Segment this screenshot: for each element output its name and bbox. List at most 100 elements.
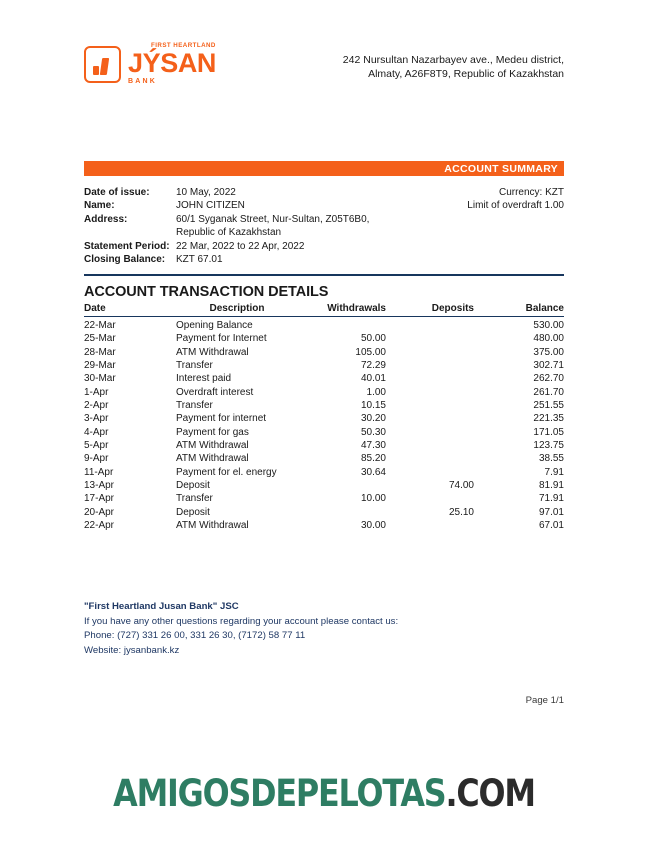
cell-deposits	[386, 466, 474, 479]
cell-description: Transfer	[176, 493, 213, 505]
table-row: 13-Apr Deposit 74.00 81.91	[84, 479, 564, 492]
column-header-balance: Balance	[474, 303, 564, 317]
cell-description: ATM Withdrawal	[176, 520, 249, 532]
cell-description: Payment for internet	[176, 413, 267, 425]
summary-field-closing-balance: Closing Balance: KZT 67.01	[84, 253, 414, 266]
cell-date: 28-Mar	[84, 346, 116, 358]
cell-date: 2-Apr	[84, 400, 109, 412]
summary-field-date-of-issue: Date of issue: 10 May, 2022	[84, 186, 414, 199]
summary-value: 60/1 Syganak Street, Nur-Sultan, Z05T6B0…	[176, 213, 370, 225]
table-row: 25-Mar Payment for Internet 50.00 480.00	[84, 332, 564, 345]
footer-contact-line: If you have any other questions regardin…	[84, 616, 399, 628]
cell-date: 4-Apr	[84, 426, 109, 438]
logo-bar-large	[99, 58, 110, 75]
watermark-tld-text: .COM	[445, 772, 536, 815]
table-row: 9-Apr ATM Withdrawal 85.20 38.55	[84, 452, 564, 465]
cell-balance: 375.00	[533, 346, 564, 358]
cell-date: 22-Mar	[84, 320, 116, 331]
cell-withdrawals: 47.30	[360, 440, 386, 452]
table-row: 1-Apr Overdraft interest 1.00 261.70	[84, 386, 564, 399]
page-number: Page 1/1	[525, 695, 564, 706]
table-row: 22-Apr ATM Withdrawal 30.00 67.01	[84, 519, 564, 532]
summary-divider	[84, 274, 564, 276]
cell-date: 13-Apr	[84, 480, 115, 492]
cell-balance: 530.00	[533, 320, 564, 331]
cell-deposits	[386, 492, 474, 505]
cell-withdrawals: 10.15	[360, 400, 386, 412]
cell-balance: 221.35	[533, 413, 564, 425]
summary-value: 22 Mar, 2022 to 22 Apr, 2022	[176, 240, 305, 252]
transaction-table-head: Date Description Withdrawals Deposits Ba…	[84, 303, 564, 317]
footer-website: Website: jysanbank.kz	[84, 644, 180, 656]
table-row: 28-Mar ATM Withdrawal 105.00 375.00	[84, 346, 564, 359]
cell-description: ATM Withdrawal	[176, 346, 249, 358]
cell-description: Transfer	[176, 400, 213, 412]
cell-date: 17-Apr	[84, 493, 115, 505]
summary-label: Address:	[84, 213, 128, 225]
summary-currency-block: Currency: KZT Limit of overdraft 1.00	[467, 186, 564, 213]
summary-label: Name:	[84, 200, 115, 212]
summary-fields: Date of issue: 10 May, 2022 Name: JOHN C…	[84, 186, 414, 266]
summary-label: Date of issue:	[84, 187, 150, 198]
currency-value: Currency: KZT	[498, 187, 564, 198]
cell-deposits	[386, 386, 474, 399]
cell-deposits	[386, 439, 474, 452]
column-header-date: Date	[84, 303, 176, 317]
table-row: 11-Apr Payment for el. energy 30.64 7.91	[84, 466, 564, 479]
table-row: 30-Mar Interest paid 40.01 262.70	[84, 372, 564, 385]
transaction-table: Date Description Withdrawals Deposits Ba…	[84, 303, 564, 533]
summary-field-statement-period: Statement Period: 22 Mar, 2022 to 22 Apr…	[84, 240, 414, 253]
table-row: 4-Apr Payment for gas 50.30 171.05	[84, 426, 564, 439]
cell-withdrawals	[298, 506, 386, 519]
column-header-description: Description	[176, 303, 298, 317]
cell-withdrawals: 85.20	[360, 453, 386, 465]
table-row: 22-Mar Opening Balance 530.00	[84, 317, 564, 333]
cell-withdrawals: 10.00	[360, 493, 386, 505]
summary-label: Closing Balance:	[84, 254, 166, 266]
cell-withdrawals: 1.00	[366, 386, 386, 398]
logo-name: JÝSAN	[128, 48, 217, 78]
footer-contact-block: "First Heartland Jusan Bank" JSC If you …	[84, 600, 564, 658]
watermark-main-text: AMIGOSDEPELOTAS	[113, 772, 447, 815]
bank-logo: FIRST HEARTLAND JÝSAN BANK	[84, 42, 217, 85]
cell-date: 9-Apr	[84, 453, 109, 465]
cell-balance: 97.01	[538, 506, 564, 518]
cell-balance: 81.91	[538, 480, 564, 492]
cell-withdrawals: 30.64	[360, 466, 386, 478]
summary-value: Republic of Kazakhstan	[176, 227, 282, 239]
account-summary-bar: ACCOUNT SUMMARY	[84, 161, 564, 176]
cell-date: 30-Mar	[84, 373, 116, 385]
logo-subtitle: BANK	[128, 78, 158, 85]
cell-withdrawals: 50.30	[360, 426, 386, 438]
cell-description: ATM Withdrawal	[176, 440, 249, 452]
column-header-deposits: Deposits	[386, 303, 474, 317]
cell-deposits	[386, 519, 474, 532]
cell-description: Payment for gas	[176, 426, 249, 438]
cell-deposits: 74.00	[448, 480, 474, 492]
cell-balance: 67.01	[538, 520, 564, 532]
cell-description: Interest paid	[176, 373, 232, 385]
cell-date: 1-Apr	[84, 386, 109, 398]
column-header-withdrawals: Withdrawals	[298, 303, 386, 317]
cell-balance: 480.00	[533, 333, 564, 345]
cell-withdrawals: 30.20	[360, 413, 386, 425]
cell-date: 5-Apr	[84, 440, 109, 452]
cell-description: ATM Withdrawal	[176, 453, 249, 465]
cell-date: 29-Mar	[84, 360, 116, 372]
cell-deposits	[386, 399, 474, 412]
bank-address-line-1: 242 Nursultan Nazarbayev ave., Medeu dis…	[342, 54, 564, 66]
cell-withdrawals	[298, 317, 386, 333]
cell-deposits	[386, 346, 474, 359]
jysan-logo-icon	[84, 46, 121, 83]
cell-date: 3-Apr	[84, 413, 109, 425]
footer-phone: Phone: (727) 331 26 00, 331 26 30, (7172…	[84, 630, 306, 642]
table-header-row: Date Description Withdrawals Deposits Ba…	[84, 303, 564, 317]
summary-value: 10 May, 2022	[176, 187, 236, 198]
table-row: 5-Apr ATM Withdrawal 47.30 123.75	[84, 439, 564, 452]
cell-date: 22-Apr	[84, 520, 115, 532]
transaction-table-body: 22-Mar Opening Balance 530.00 25-Mar Pay…	[84, 317, 564, 533]
summary-label	[84, 226, 176, 239]
transaction-table-wrapper: Date Description Withdrawals Deposits Ba…	[84, 303, 564, 533]
summary-field-address: Address: 60/1 Syganak Street, Nur-Sultan…	[84, 213, 414, 226]
cell-balance: 71.91	[538, 493, 564, 505]
